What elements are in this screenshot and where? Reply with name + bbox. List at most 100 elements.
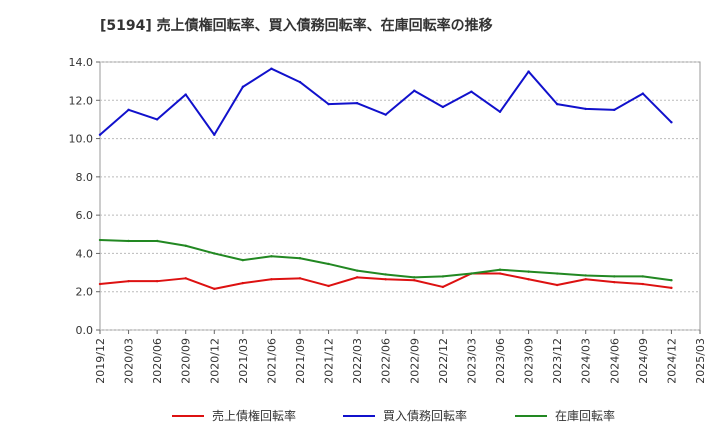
x-tick-label: 2023/06 xyxy=(494,338,507,384)
data-point xyxy=(413,89,416,92)
data-point xyxy=(355,269,359,272)
x-tick-label: 2022/12 xyxy=(437,338,450,384)
data-point xyxy=(355,276,359,279)
data-point xyxy=(298,257,302,260)
x-tick-label: 2019/12 xyxy=(94,338,107,384)
data-point xyxy=(184,244,187,247)
data-point xyxy=(127,108,130,112)
x-tick-label: 2020/03 xyxy=(123,338,136,384)
data-point xyxy=(555,272,559,275)
data-point xyxy=(555,283,559,287)
x-tick-label: 2023/09 xyxy=(523,338,536,384)
x-axis: 2019/12 2020/03 2020/06 2020/09 2020/12 2021/… xyxy=(94,330,707,384)
data-point xyxy=(584,107,587,111)
x-tick-label: 2024/06 xyxy=(608,338,621,384)
legend-label-1: 売上債権回転率 xyxy=(212,408,296,423)
data-point xyxy=(527,270,530,273)
data-point xyxy=(670,286,673,290)
y-tick-label: 14.0 xyxy=(69,56,94,69)
chart-title: [5194] 売上債権回転率、買入債務回転率、在庫回転率の推移 xyxy=(100,17,493,34)
data-point xyxy=(184,277,187,280)
x-tick-label: 2023/03 xyxy=(465,338,478,384)
series-line-2 xyxy=(99,67,673,136)
x-tick-label: 2023/12 xyxy=(551,338,564,384)
data-point xyxy=(270,255,273,258)
data-point xyxy=(527,278,530,281)
data-point xyxy=(155,118,159,121)
data-point xyxy=(184,93,187,96)
data-point xyxy=(441,105,445,109)
data-point xyxy=(355,101,359,105)
grid-lines xyxy=(100,61,700,331)
x-tick-label: 2022/09 xyxy=(408,338,421,384)
x-tick-label: 2020/09 xyxy=(180,338,193,384)
legend-label-3: 在庫回転率 xyxy=(555,408,615,423)
data-point xyxy=(441,275,445,278)
data-point xyxy=(327,102,330,106)
data-point xyxy=(270,278,273,281)
data-point xyxy=(498,272,502,275)
legend-label-2: 買入債務回転率 xyxy=(383,408,467,423)
x-tick-label: 2024/09 xyxy=(637,338,650,384)
data-point xyxy=(613,275,616,278)
x-tick-label: 2021/12 xyxy=(323,338,336,384)
data-point xyxy=(413,276,416,279)
data-point xyxy=(641,275,645,278)
data-point xyxy=(384,273,387,276)
data-point xyxy=(241,85,245,89)
x-tick-label: 2025/03 xyxy=(694,338,707,384)
data-point xyxy=(641,282,645,286)
data-point xyxy=(327,262,330,266)
x-tick-label: 2021/09 xyxy=(294,338,307,384)
y-tick-label: 12.0 xyxy=(69,94,94,107)
data-point xyxy=(384,113,387,116)
data-point xyxy=(555,102,559,106)
data-point xyxy=(98,238,102,242)
data-point xyxy=(213,133,216,136)
x-tick-label: 2022/06 xyxy=(380,338,393,384)
data-point xyxy=(498,110,502,113)
series-group xyxy=(98,67,673,291)
data-point xyxy=(584,278,587,281)
data-point xyxy=(613,280,616,284)
data-point xyxy=(670,279,673,282)
data-point xyxy=(213,252,216,255)
x-tick-label: 2024/03 xyxy=(580,338,593,384)
x-tick-label: 2024/12 xyxy=(665,338,678,384)
data-point xyxy=(298,277,302,280)
y-tick-label: 0.0 xyxy=(76,324,94,337)
data-point xyxy=(641,92,645,95)
data-point xyxy=(498,268,502,271)
data-point xyxy=(127,239,130,243)
data-point xyxy=(155,279,159,283)
data-point xyxy=(584,274,587,277)
data-point xyxy=(327,284,330,288)
x-tick-label: 2021/03 xyxy=(237,338,250,384)
data-point xyxy=(241,258,245,262)
data-point xyxy=(98,133,102,136)
data-point xyxy=(384,278,387,281)
data-point xyxy=(441,285,445,289)
data-point xyxy=(470,272,473,275)
legend: 売上債権回転率 買入債務回転率 在庫回転率 xyxy=(172,408,615,423)
data-point xyxy=(155,239,159,243)
data-point xyxy=(298,80,302,84)
x-tick-label: 2020/12 xyxy=(208,338,221,384)
data-point xyxy=(670,121,673,124)
y-tick-label: 10.0 xyxy=(69,133,94,146)
x-tick-label: 2020/06 xyxy=(151,338,164,384)
data-point xyxy=(270,67,273,70)
data-point xyxy=(470,90,473,93)
x-tick-label: 2022/03 xyxy=(351,338,364,384)
data-point xyxy=(98,282,102,286)
x-tick-label: 2021/06 xyxy=(265,338,278,384)
data-point xyxy=(413,279,416,282)
data-point xyxy=(127,279,130,283)
y-tick-label: 6.0 xyxy=(76,209,94,222)
y-axis: 0.0 2.0 4.0 6.0 8.0 10.0 12.0 14.0 xyxy=(69,56,100,337)
data-point xyxy=(613,108,616,112)
y-tick-label: 2.0 xyxy=(76,286,94,299)
data-point xyxy=(213,287,216,291)
data-point xyxy=(241,281,245,285)
